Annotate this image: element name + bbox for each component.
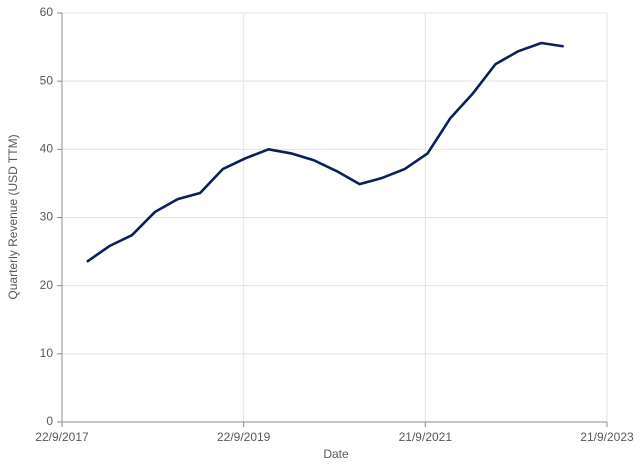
x-tick-label: 21/9/2023 <box>580 430 634 444</box>
x-tick-label: 22/9/2019 <box>217 430 271 444</box>
y-tick-label: 0 <box>46 414 53 428</box>
y-tick-label: 10 <box>40 346 54 360</box>
y-axis-label: Quarterly Revenue (USD TTM) <box>6 134 20 299</box>
x-axis-label: Date <box>323 447 349 461</box>
y-tick-label: 50 <box>40 73 54 87</box>
x-tick-label: 22/9/2017 <box>35 430 89 444</box>
data-line <box>86 41 564 263</box>
y-tick-label: 20 <box>40 278 54 292</box>
x-tick-label: 21/9/2021 <box>399 430 453 444</box>
y-tick-label: 60 <box>40 5 54 19</box>
y-tick-label: 30 <box>40 210 54 224</box>
y-tick-label: 40 <box>40 142 54 156</box>
